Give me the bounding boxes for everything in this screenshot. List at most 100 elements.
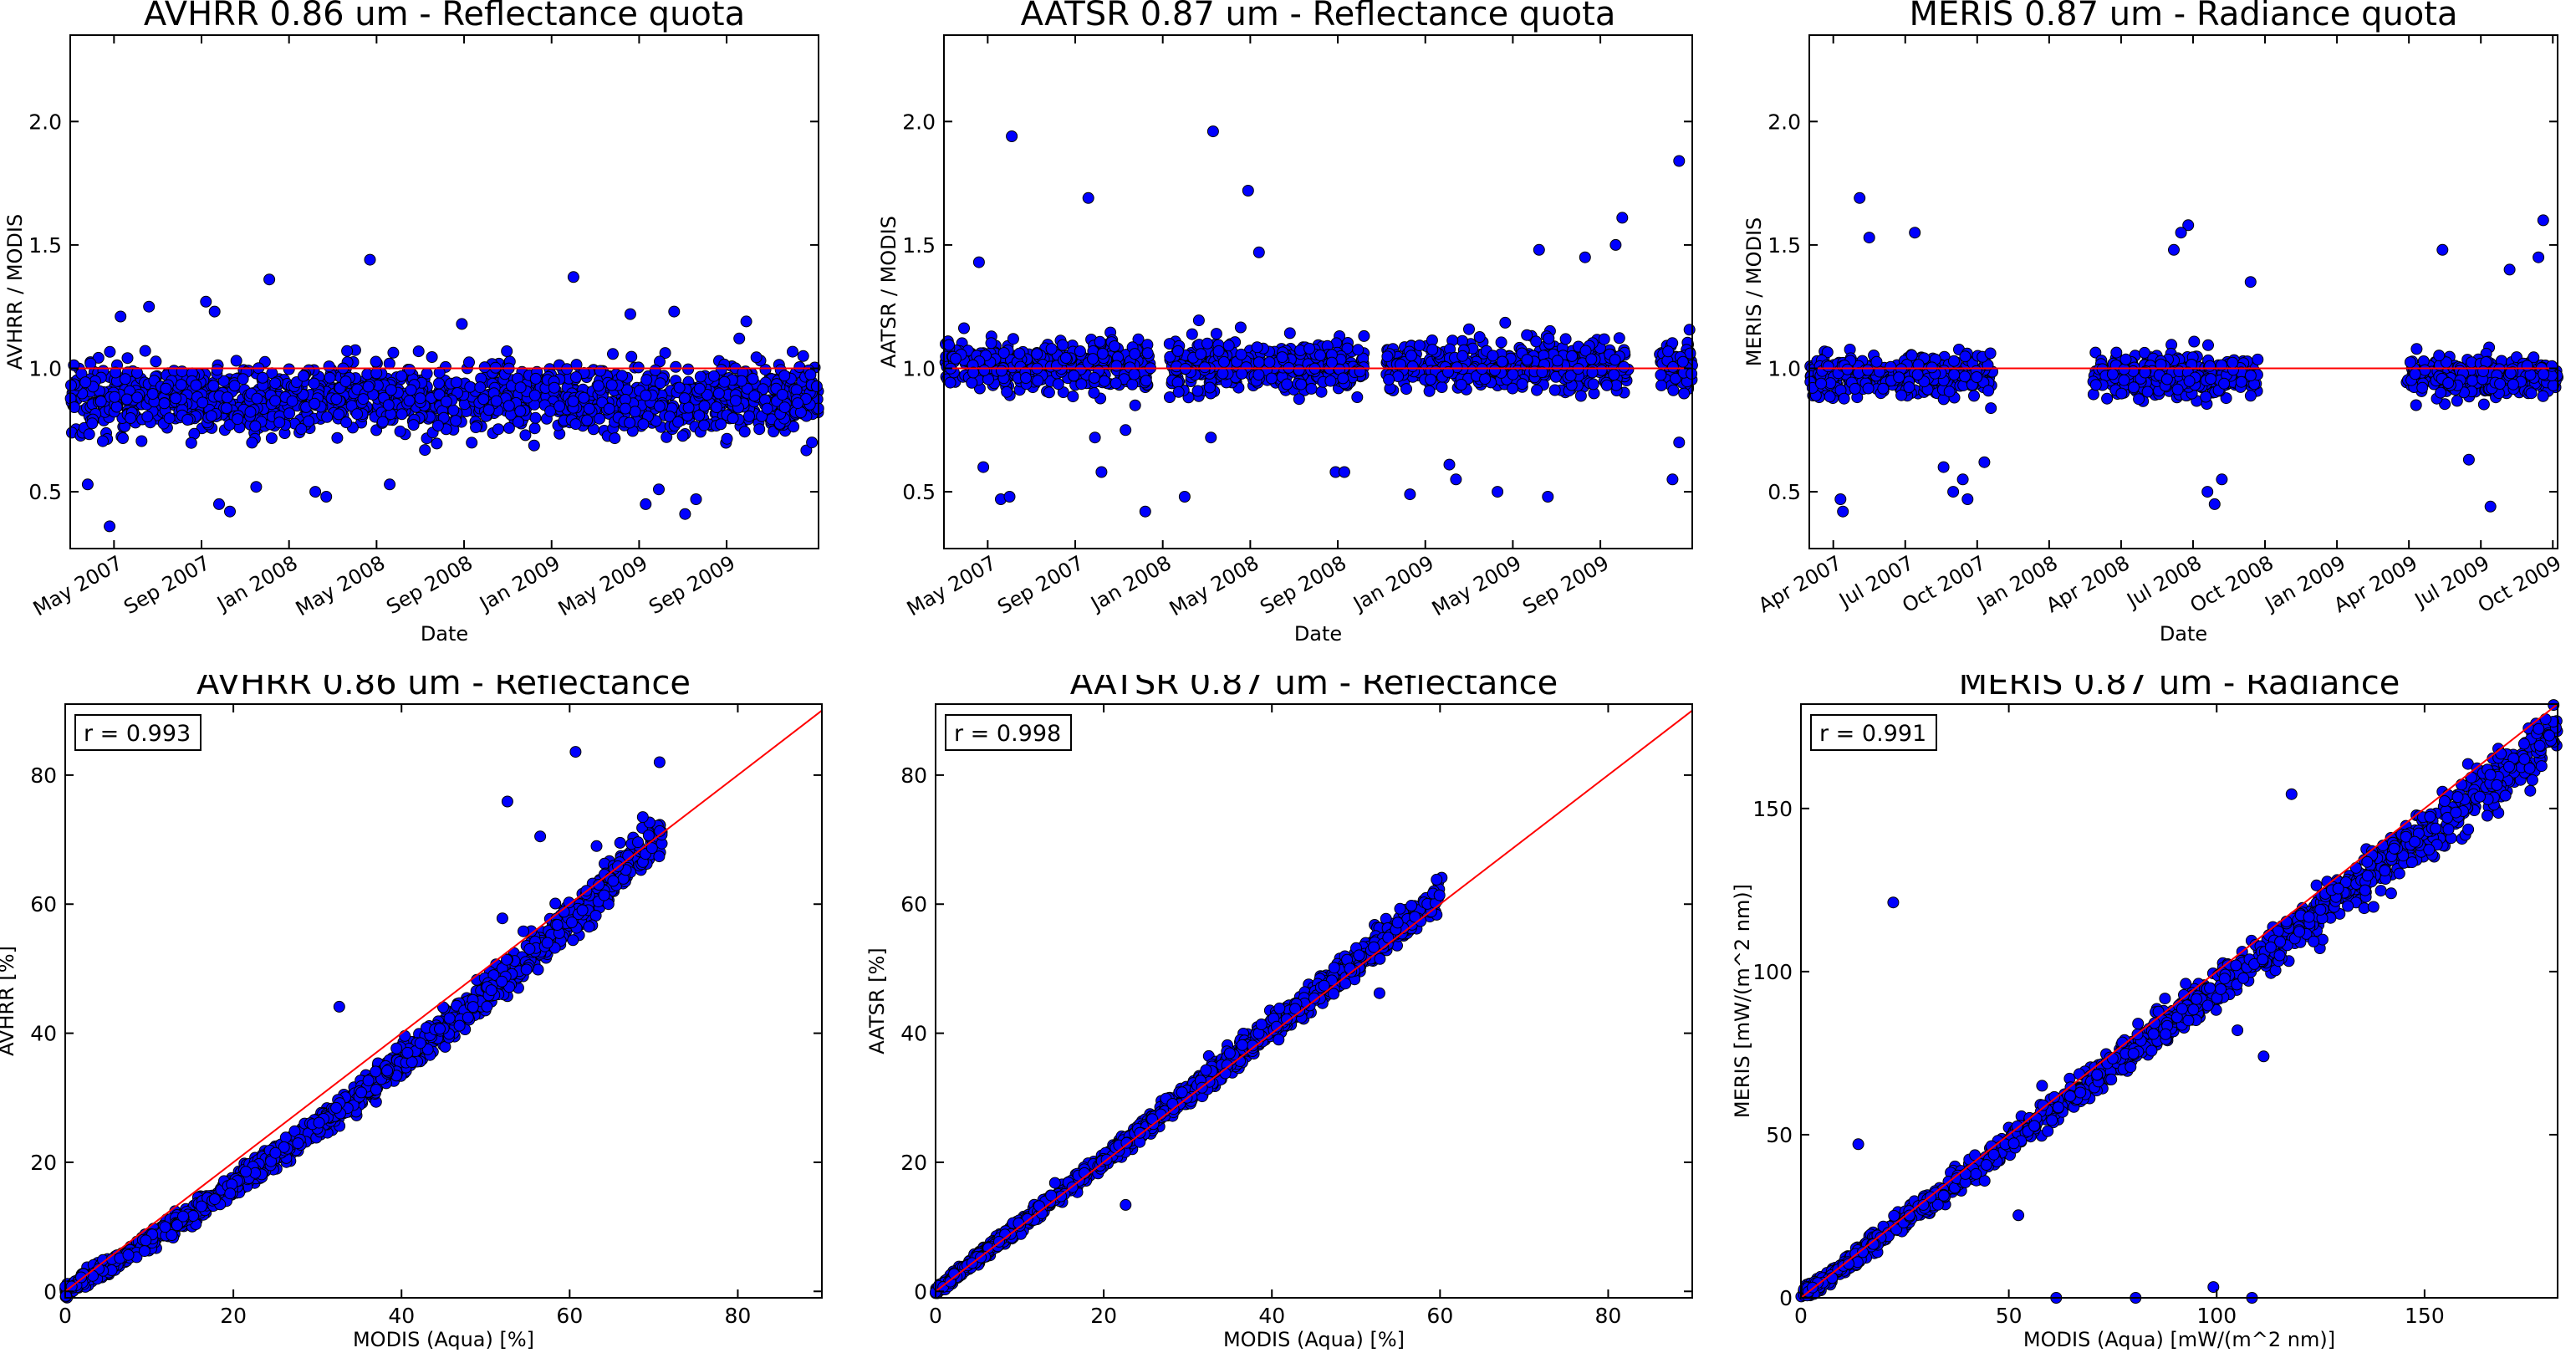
scatter-point: [225, 506, 236, 517]
scatter-point: [2495, 379, 2506, 390]
scatter-point: [754, 424, 765, 435]
scatter-point: [122, 353, 133, 364]
scatter-point: [1242, 186, 1253, 197]
scatter-point: [1871, 356, 1882, 367]
scatter-point: [606, 380, 617, 391]
scatter-point: [1043, 387, 1054, 398]
scatter-point: [1427, 345, 1438, 355]
scatter-point: [2485, 501, 2496, 512]
scatter-point: [2467, 375, 2478, 386]
scatter-point: [82, 479, 93, 490]
scatter-point: [594, 413, 605, 424]
scatter-point: [247, 437, 258, 448]
y-tick-label: 1.0: [28, 357, 62, 381]
scatter-point: [1306, 383, 1317, 394]
scatter-point: [331, 394, 342, 405]
scatter-point: [1414, 340, 1425, 351]
y-tick-label: 2.0: [28, 110, 62, 134]
scatter-point: [161, 383, 171, 394]
x-tick-label: Sep 2008: [1256, 551, 1350, 619]
x-tick-label: Apr 2007: [1754, 551, 1845, 617]
scatter-point: [208, 380, 219, 391]
scatter-point: [2478, 399, 2489, 410]
scatter-point: [967, 377, 977, 388]
scatter-point: [493, 424, 504, 435]
scatter-point: [451, 416, 462, 426]
scatter-point: [309, 398, 320, 409]
scatter-point: [1507, 383, 1518, 394]
scatter-points: [65, 254, 824, 532]
scatter-point: [1849, 383, 1860, 394]
scatter-point: [1835, 494, 1846, 505]
x-tick-label: Jan 2008: [212, 551, 301, 616]
scatter-point: [1196, 349, 1206, 360]
scatter-point: [197, 397, 208, 408]
scatter-point: [1252, 342, 1262, 353]
y-axis-label: AATSR / MODIS: [877, 216, 900, 368]
scatter-point: [1679, 388, 1690, 399]
scatter-point: [779, 370, 790, 381]
scatter-point: [610, 433, 620, 444]
scatter-point: [2119, 364, 2130, 375]
scatter-point: [1684, 324, 1695, 335]
scatter-point: [1962, 494, 1973, 505]
scatter-point: [324, 361, 334, 372]
scatter-point: [2129, 382, 2140, 393]
scatter-point: [115, 311, 126, 322]
x-tick-label: Oct 2009: [2474, 551, 2565, 617]
scatter-point: [529, 423, 540, 434]
scatter-point: [142, 411, 153, 422]
scatter-point: [1464, 324, 1475, 334]
scatter-point: [358, 394, 369, 405]
y-tick-label: 1.0: [902, 357, 936, 381]
scatter-point: [2410, 369, 2420, 380]
scatter-point: [479, 362, 490, 373]
scatter-point: [1405, 350, 1416, 361]
scatter-point: [1211, 329, 1222, 340]
scatter-point: [2236, 376, 2247, 387]
scatter-point: [221, 403, 232, 414]
scatter-point: [87, 418, 98, 429]
scatter-point: [1617, 212, 1628, 223]
chart-title: AVHRR 0.86 um - Reflectance: [196, 675, 691, 702]
scatter-point: [2436, 387, 2446, 398]
scatter-point: [625, 417, 635, 428]
scatter-point: [171, 393, 181, 404]
scatter-point: [584, 403, 594, 414]
scatter-point: [620, 403, 630, 414]
scatter-point: [250, 421, 261, 431]
x-tick-label: Oct 2007: [1898, 551, 1989, 617]
scatter-point: [118, 433, 129, 444]
y-tick-label: 1.5: [902, 233, 936, 258]
scatter-point: [1405, 489, 1416, 500]
x-tick-label: Jan 2008: [1085, 551, 1175, 616]
scatter-point: [1531, 336, 1542, 347]
scatter-point: [779, 402, 790, 413]
scatter-point: [441, 396, 451, 407]
scatter-point: [2189, 336, 2200, 347]
scatter-point: [2505, 368, 2516, 379]
scatter-point: [1910, 227, 1921, 238]
scatter-point: [85, 358, 96, 369]
scatter-point: [996, 365, 1007, 376]
scatter-point: [1496, 337, 1507, 348]
scatter-point: [1926, 362, 1937, 373]
scatter-point: [671, 361, 681, 372]
scatter-point: [1674, 156, 1685, 166]
scatter-point: [1296, 379, 1307, 390]
scatter-point: [712, 402, 722, 413]
scatter-point: [2111, 347, 2122, 358]
scatter-point: [1567, 350, 1578, 361]
scatter-point: [1205, 382, 1216, 393]
scatter-point: [1172, 345, 1183, 356]
scatter-point: [699, 401, 710, 411]
scatter-point: [811, 381, 822, 392]
scatter-point: [2434, 350, 2445, 361]
scatter-point: [2209, 498, 2220, 509]
x-tick-label: Apr 2008: [2042, 551, 2133, 617]
scatter-point: [352, 409, 363, 420]
scatter-point: [2437, 244, 2448, 255]
scatter-point: [475, 382, 486, 393]
scatter-point: [1382, 351, 1393, 362]
scatter-point: [568, 396, 579, 406]
